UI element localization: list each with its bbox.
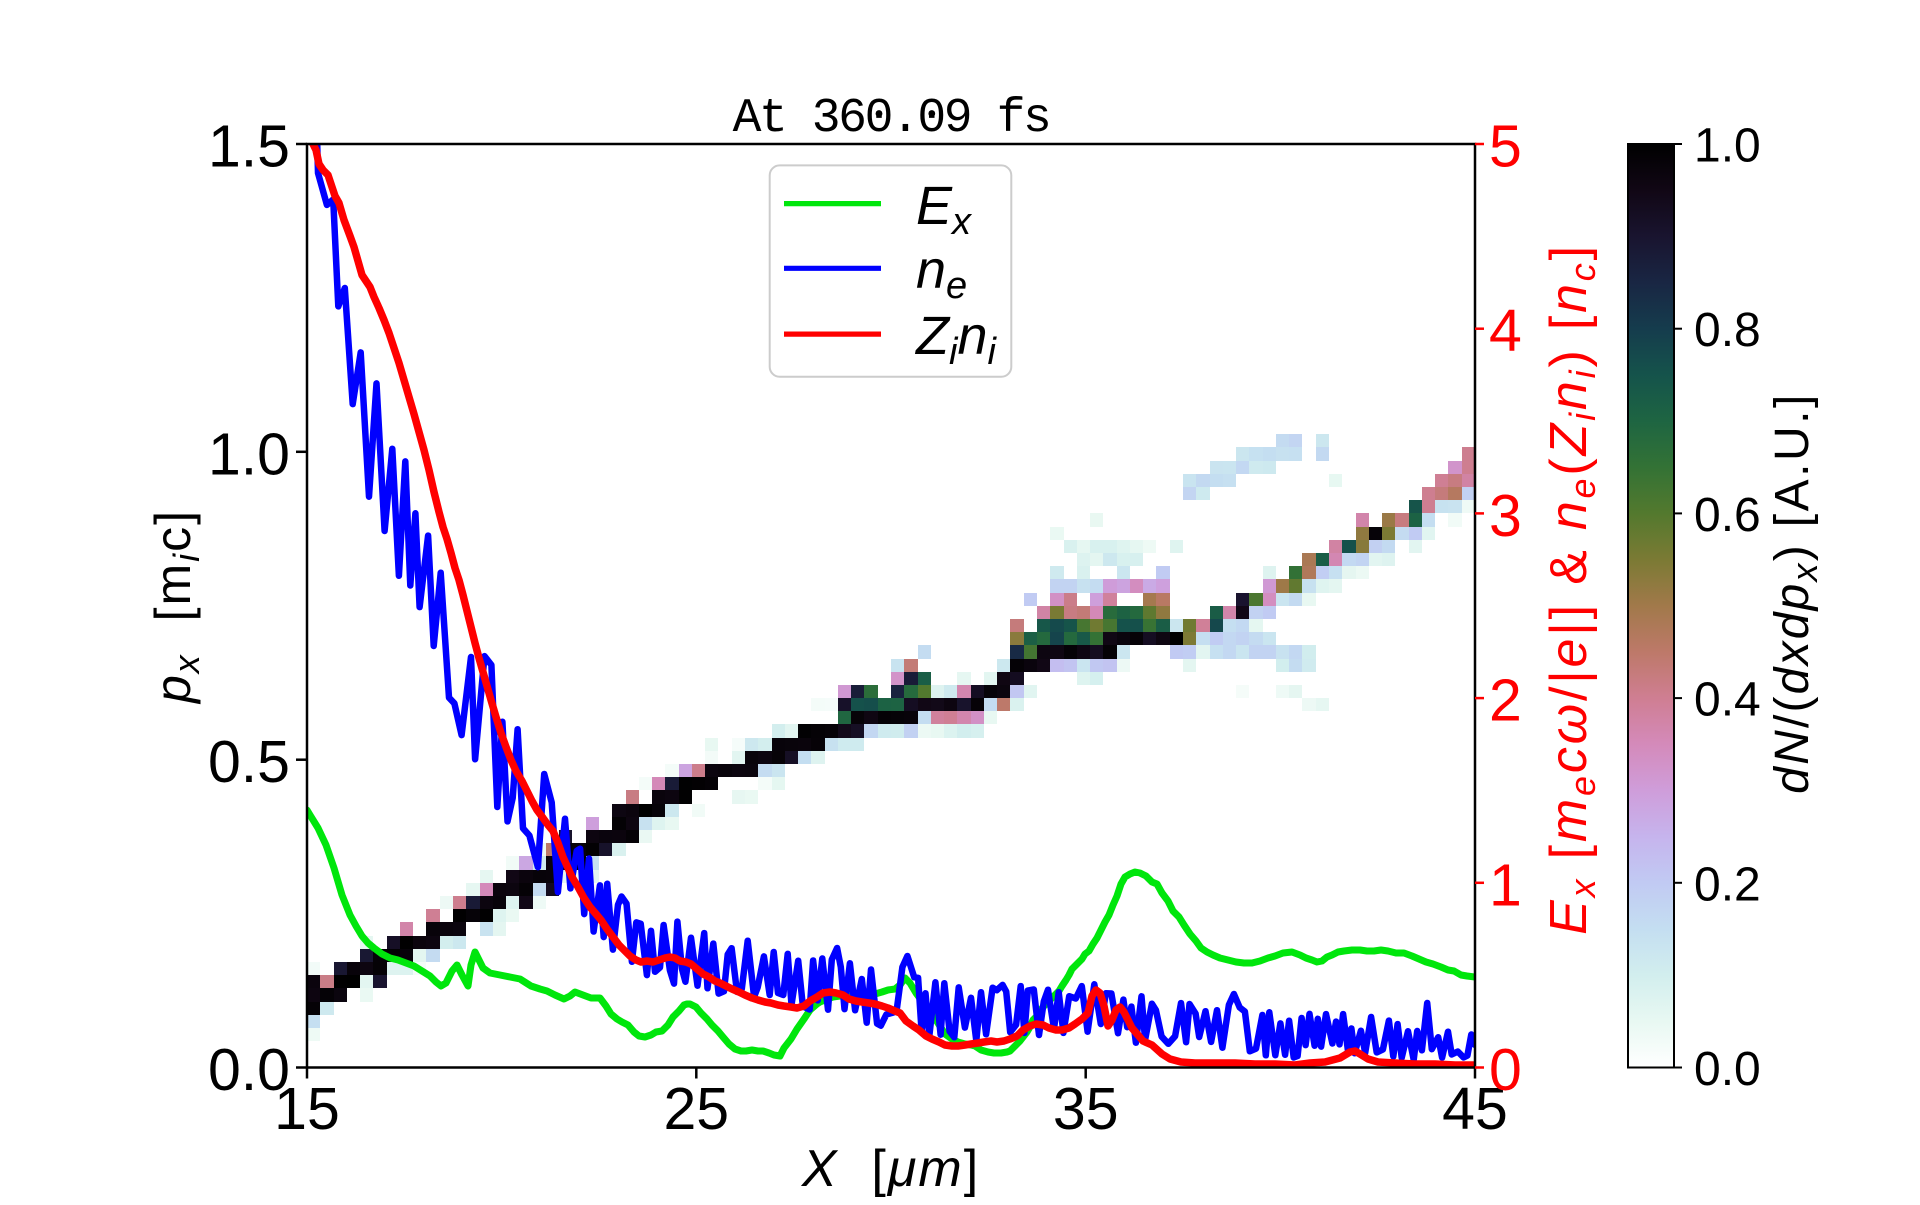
svg-text:15: 15 (274, 1076, 340, 1142)
svg-text:0.6: 0.6 (1694, 489, 1761, 542)
svg-text:0.5: 0.5 (208, 729, 290, 795)
svg-text:0.4: 0.4 (1694, 674, 1761, 727)
svg-text:1.5: 1.5 (208, 114, 290, 180)
svg-text:0.0: 0.0 (1694, 1043, 1761, 1096)
svg-text:Ex: Ex (916, 176, 973, 243)
svg-text:0.8: 0.8 (1694, 304, 1761, 357)
svg-text:0.2: 0.2 (1694, 858, 1761, 911)
svg-text:dN/(dxdpx) [A.U.]: dN/(dxdpx) [A.U.] (1766, 392, 1825, 794)
svg-text:35: 35 (1053, 1076, 1119, 1142)
svg-text:px [mic]: px [mic] (145, 509, 207, 705)
svg-text:4: 4 (1489, 298, 1522, 364)
svg-text:Zini: Zini (914, 306, 998, 373)
svg-text:25: 25 (663, 1076, 729, 1142)
svg-text:1.0: 1.0 (208, 421, 290, 487)
svg-text:0.0: 0.0 (208, 1037, 290, 1103)
svg-text:1: 1 (1489, 852, 1522, 918)
svg-text:X [μm]: X [μm] (801, 1140, 980, 1198)
svg-text:At 360.09 fs: At 360.09 fs (733, 92, 1050, 146)
svg-text:45: 45 (1442, 1076, 1508, 1142)
svg-text:1.0: 1.0 (1694, 120, 1761, 173)
svg-text:2: 2 (1489, 668, 1522, 734)
svg-text:5: 5 (1489, 114, 1522, 180)
svg-text:3: 3 (1489, 483, 1522, 549)
svg-text:0: 0 (1489, 1037, 1522, 1103)
svg-text:Ex [mecω/|e|] & ne(Zini) [nc]: Ex [mecω/|e|] & ne(Zini) [nc] (1540, 243, 1603, 935)
svg-text:ne: ne (916, 240, 967, 307)
